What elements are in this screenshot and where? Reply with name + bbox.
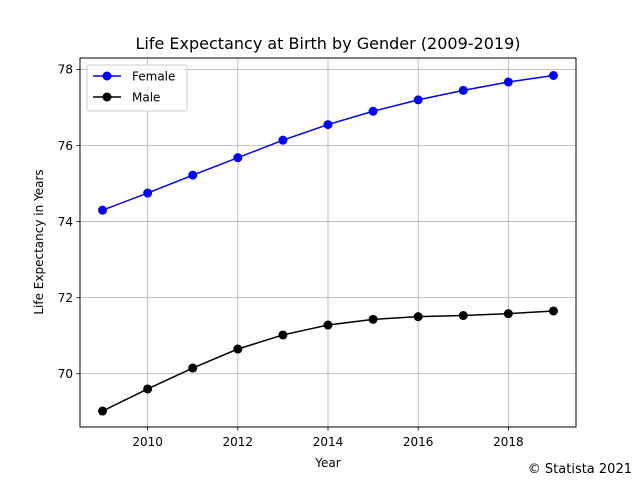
- data-point-female: [458, 85, 468, 95]
- legend-marker-male: [102, 92, 112, 102]
- data-point-male: [323, 320, 333, 330]
- data-point-male: [413, 312, 423, 322]
- data-point-female: [188, 170, 198, 180]
- legend-label-male: Male: [132, 91, 160, 105]
- data-point-female: [98, 205, 108, 215]
- grid: [80, 58, 576, 427]
- legend: Female Male: [86, 64, 188, 112]
- legend-marker-female: [102, 71, 112, 81]
- y-tick-label: 78: [58, 63, 73, 77]
- data-point-male: [548, 306, 558, 316]
- legend-label-female: Female: [132, 70, 175, 84]
- x-tick-label: 2010: [132, 435, 163, 449]
- data-point-male: [233, 344, 243, 354]
- x-tick-label: 2018: [493, 435, 524, 449]
- data-point-female: [233, 153, 243, 163]
- y-tick-label: 74: [58, 215, 73, 229]
- ticks: 2010 2012 2014 2016 2018 70 72 74 76 78: [58, 63, 524, 449]
- data-point-female: [413, 95, 423, 105]
- y-tick-label: 70: [58, 367, 73, 381]
- x-tick-label: 2016: [403, 435, 434, 449]
- data-point-male: [368, 314, 378, 324]
- series-layer: [98, 70, 558, 416]
- y-axis-label: Life Expectancy in Years: [32, 169, 46, 314]
- data-point-female: [323, 120, 333, 130]
- data-point-male: [143, 384, 153, 394]
- data-point-female: [278, 135, 288, 145]
- credit-text: © Statista 2021: [527, 462, 632, 477]
- data-point-female: [143, 188, 153, 198]
- chart-title: Life Expectancy at Birth by Gender (2009…: [136, 34, 521, 53]
- y-tick-label: 72: [58, 291, 73, 305]
- x-tick-label: 2012: [223, 435, 254, 449]
- data-point-male: [503, 309, 513, 319]
- x-axis-label: Year: [314, 456, 340, 470]
- data-point-male: [188, 363, 198, 373]
- data-point-female: [503, 77, 513, 87]
- data-point-male: [98, 406, 108, 416]
- data-point-male: [458, 311, 468, 321]
- data-point-female: [368, 106, 378, 116]
- x-tick-label: 2014: [313, 435, 344, 449]
- data-point-male: [278, 330, 288, 340]
- data-point-female: [548, 70, 558, 80]
- y-tick-label: 76: [58, 139, 73, 153]
